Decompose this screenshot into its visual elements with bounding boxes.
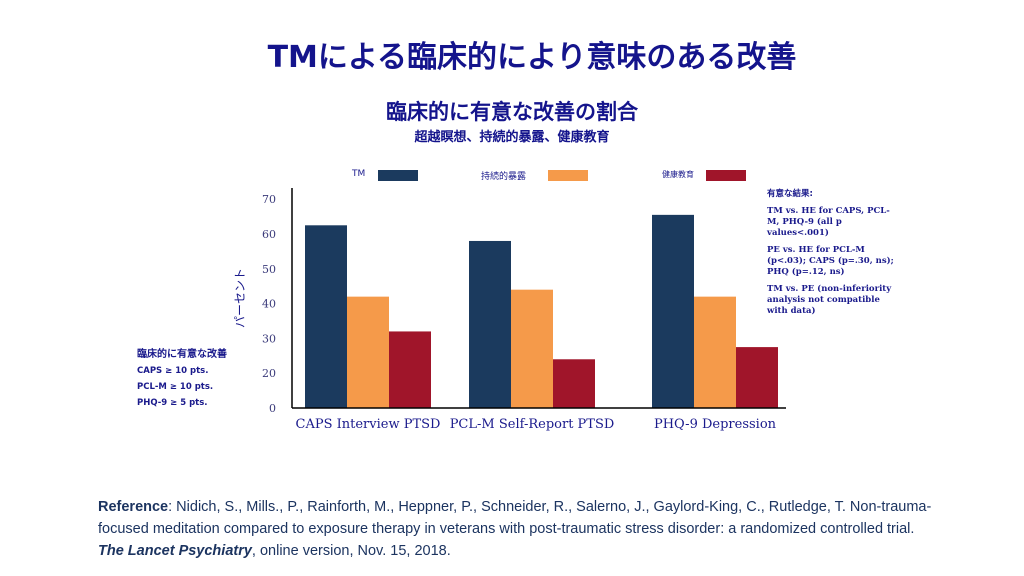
chart-subtitle: 超越瞑想、持続的暴露、健康教育 bbox=[414, 130, 610, 145]
bar-tm bbox=[305, 225, 347, 408]
criteria-item: CAPS ≥ 10 pts. bbox=[137, 366, 209, 376]
criteria-heading: 臨床的に有意な改善 bbox=[137, 349, 227, 360]
bar-tm bbox=[652, 214, 694, 408]
y-axis-label: パーセント bbox=[233, 268, 247, 328]
y-tick-label: 20 bbox=[262, 367, 276, 380]
legend-label-pe: 持続的暴露 bbox=[481, 172, 527, 182]
legend-swatch-pe bbox=[548, 170, 588, 181]
criteria-item: PHQ-9 ≥ 5 pts. bbox=[137, 398, 208, 408]
notes-heading: 有意な結果: bbox=[767, 189, 813, 199]
legend-label-he: 健康教育 bbox=[662, 170, 694, 179]
bar-tm bbox=[469, 240, 511, 408]
bar-he bbox=[389, 331, 431, 408]
y-tick-label: 50 bbox=[262, 263, 276, 276]
reference-citation: Reference: Nidich, S., Mills., P., Rainf… bbox=[98, 496, 938, 562]
note-item: TM vs. PE (non-inferiority analysis not … bbox=[767, 284, 892, 316]
x-category-label: PCL-M Self-Report PTSD bbox=[450, 417, 615, 432]
slide-title: TMによる臨床的により意味のある改善 bbox=[267, 40, 797, 75]
significance-notes: 有意な結果: TM vs. HE for CAPS, PCL-M, PHQ-9 … bbox=[767, 189, 897, 323]
bar-pe bbox=[511, 289, 553, 408]
bar-pe bbox=[347, 296, 389, 408]
y-tick-label: 60 bbox=[262, 228, 276, 241]
note-item: PE vs. HE for PCL-M (p<.03); CAPS (p=.30… bbox=[767, 245, 894, 277]
criteria-item: PCL-M ≥ 10 pts. bbox=[137, 382, 214, 392]
criteria-box: 臨床的に有意な改善 CAPS ≥ 10 pts. PCL-M ≥ 10 pts.… bbox=[137, 345, 227, 408]
bar-pe bbox=[694, 296, 736, 408]
y-tick-label: 30 bbox=[262, 332, 276, 345]
x-category-label: PHQ-9 Depression bbox=[654, 417, 777, 432]
bar-he bbox=[736, 347, 778, 408]
reference-date: , online version, Nov. 15, 2018. bbox=[251, 543, 451, 559]
y-tick-label: 40 bbox=[262, 298, 276, 311]
legend-swatch-he bbox=[706, 170, 746, 181]
chart-title: 臨床的に有意な改善の割合 bbox=[386, 100, 638, 124]
x-category-label: CAPS Interview PTSD bbox=[296, 417, 441, 432]
y-tick-label: 0 bbox=[269, 402, 276, 415]
legend-swatch-tm bbox=[378, 170, 418, 181]
reference-label: Reference bbox=[98, 499, 169, 515]
reference-text: : Nidich, S., Mills., P., Rainforth, M.,… bbox=[98, 499, 932, 537]
bar-he bbox=[553, 359, 595, 408]
legend-label-tm: TM bbox=[352, 169, 366, 179]
y-tick-label: 70 bbox=[262, 193, 276, 206]
reference-journal: The Lancet Psychiatry bbox=[98, 543, 252, 559]
note-item: TM vs. HE for CAPS, PCL-M, PHQ-9 (all p … bbox=[767, 206, 890, 238]
